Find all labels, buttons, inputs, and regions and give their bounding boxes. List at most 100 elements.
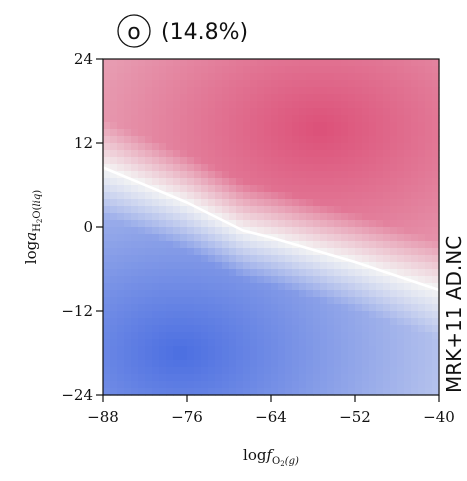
heatmap-cell <box>180 255 188 263</box>
heatmap-cell <box>299 353 307 361</box>
heatmap-cell <box>313 171 321 179</box>
heatmap-cell <box>411 80 419 88</box>
heatmap-cell <box>348 325 356 333</box>
heatmap-cell <box>404 262 412 270</box>
heatmap-cell <box>320 269 328 277</box>
heatmap-cell <box>187 339 195 347</box>
heatmap-cell <box>411 332 419 340</box>
heatmap-cell <box>411 234 419 242</box>
heatmap-cell <box>152 311 160 319</box>
heatmap-cell <box>285 304 293 312</box>
heatmap-cell <box>411 374 419 382</box>
heatmap-cell <box>299 80 307 88</box>
heatmap-cell <box>299 73 307 81</box>
heatmap-cell <box>159 311 167 319</box>
heatmap-cell <box>348 346 356 354</box>
heatmap-cell <box>201 185 209 193</box>
heatmap-cell <box>383 171 391 179</box>
heatmap-cell <box>383 164 391 172</box>
heatmap-cell <box>208 346 216 354</box>
heatmap-cell <box>131 87 139 95</box>
heatmap-cell <box>215 185 223 193</box>
heatmap-cell <box>222 157 230 165</box>
heatmap-cell <box>117 276 125 284</box>
heatmap-cell <box>334 318 342 326</box>
heatmap-cell <box>103 276 111 284</box>
heatmap-cell <box>313 220 321 228</box>
heatmap-cell <box>390 122 398 130</box>
heatmap-cell <box>166 66 174 74</box>
heatmap-cell <box>334 283 342 291</box>
heatmap-cell <box>145 388 153 396</box>
heatmap-cell <box>229 381 237 389</box>
heatmap-cell <box>201 59 209 67</box>
heatmap-cell <box>341 101 349 109</box>
heatmap-cell <box>194 276 202 284</box>
heatmap-cell <box>348 297 356 305</box>
heatmap-cell <box>145 360 153 368</box>
heatmap-cell <box>369 234 377 242</box>
heatmap-cell <box>208 220 216 228</box>
heatmap-cell <box>236 269 244 277</box>
heatmap-cell <box>271 346 279 354</box>
heatmap-cell <box>180 367 188 375</box>
heatmap-cell <box>404 248 412 256</box>
heatmap-cell <box>166 276 174 284</box>
heatmap-cell <box>397 346 405 354</box>
heatmap-cell <box>180 80 188 88</box>
heatmap-cell <box>103 360 111 368</box>
heatmap-cell <box>355 304 363 312</box>
heatmap-cell <box>313 73 321 81</box>
heatmap-cell <box>418 255 426 263</box>
heatmap-cell <box>369 136 377 144</box>
heatmap-cell <box>201 367 209 375</box>
heatmap-cell <box>124 262 132 270</box>
heatmap-cell <box>264 255 272 263</box>
heatmap-cell <box>341 318 349 326</box>
heatmap-cell <box>131 164 139 172</box>
heatmap-cell <box>173 220 181 228</box>
heatmap-cell <box>411 367 419 375</box>
heatmap-cell <box>362 248 370 256</box>
heatmap-cell <box>299 101 307 109</box>
heatmap-cell <box>152 59 160 67</box>
heatmap-cell <box>362 339 370 347</box>
heatmap-cell <box>215 346 223 354</box>
heatmap-cell <box>236 311 244 319</box>
heatmap-cell <box>201 157 209 165</box>
heatmap-cell <box>187 241 195 249</box>
heatmap-cell <box>243 206 251 214</box>
heatmap-cell <box>397 143 405 151</box>
heatmap-cell <box>110 332 118 340</box>
heatmap-cell <box>432 332 440 340</box>
heatmap-cell <box>208 248 216 256</box>
heatmap-cell <box>138 192 146 200</box>
heatmap-cell <box>194 367 202 375</box>
heatmap-cell <box>348 192 356 200</box>
heatmap-cell <box>236 220 244 228</box>
heatmap-cell <box>362 122 370 130</box>
heatmap-cell <box>250 283 258 291</box>
heatmap-cell <box>250 304 258 312</box>
heatmap-cell <box>201 115 209 123</box>
heatmap-cell <box>180 297 188 305</box>
heatmap-cell <box>124 185 132 193</box>
heatmap-cell <box>180 304 188 312</box>
heatmap-cell <box>334 164 342 172</box>
heatmap-cell <box>250 185 258 193</box>
heatmap-cell <box>411 220 419 228</box>
heatmap-cell <box>299 241 307 249</box>
heatmap-cell <box>348 87 356 95</box>
heatmap-cell <box>159 87 167 95</box>
heatmap-cell <box>236 185 244 193</box>
heatmap-cell <box>355 157 363 165</box>
heatmap-cell <box>299 108 307 116</box>
heatmap-cell <box>187 290 195 298</box>
heatmap-cell <box>222 374 230 382</box>
heatmap-cell <box>425 381 433 389</box>
heatmap-cell <box>257 108 265 116</box>
heatmap-cell <box>187 311 195 319</box>
heatmap-cell <box>390 311 398 319</box>
heatmap-cell <box>397 325 405 333</box>
heatmap-cell <box>110 311 118 319</box>
